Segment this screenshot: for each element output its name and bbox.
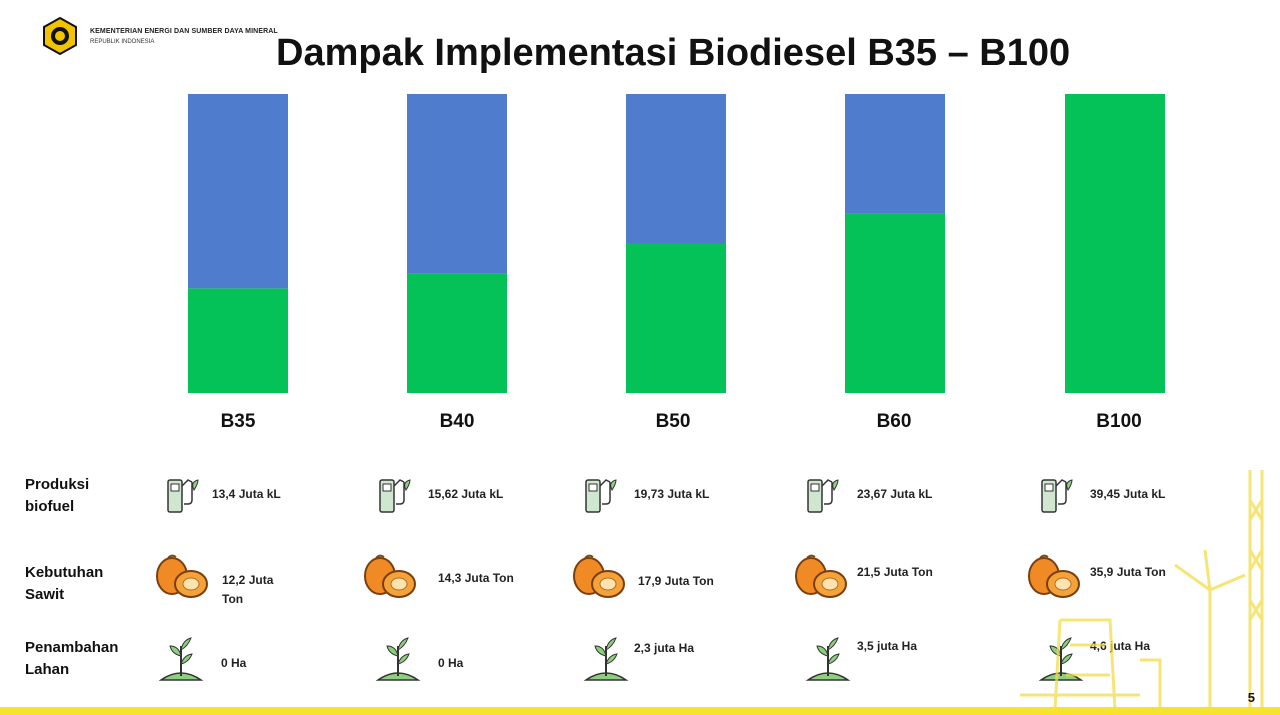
sprout-icon (805, 637, 851, 681)
produksi-value-b50: 19,73 Juta kL (634, 487, 710, 501)
category-label-b40: B40 (439, 411, 475, 432)
bar-b40-segment-0 (407, 273, 507, 393)
ministry-logo (43, 16, 77, 56)
palm-fruit-icon (156, 554, 208, 598)
bar-b50-segment-0 (626, 243, 726, 393)
lahan-value-b60: 3,5 juta Ha (857, 639, 918, 653)
fuel-pump-icon (167, 479, 199, 513)
sprout-icon (375, 637, 421, 681)
bar-b50-segment-1 (626, 94, 726, 244)
produksi-value-b35: 13,4 Juta kL (212, 487, 281, 501)
sawit-value-b40: 14,3 Juta Ton (438, 571, 514, 585)
category-label-b35: B35 (220, 411, 256, 432)
sawit-value-b100: 35,9 Juta Ton (1090, 565, 1166, 579)
category-label-b100: B100 (1096, 411, 1142, 432)
category-label-b60: B60 (876, 411, 912, 432)
lahan-value-b35: 0 Ha (221, 656, 247, 670)
ministry-name: KEMENTERIAN ENERGI DAN SUMBER DAYA MINER… (90, 28, 278, 35)
sawit-value-b50: 17,9 Juta Ton (638, 574, 714, 588)
palm-fruit-icon (573, 554, 625, 598)
bar-b40-segment-1 (407, 94, 507, 274)
produksi-value-b40: 15,62 Juta kL (428, 487, 504, 501)
row-label-penambahan-lahan: Penambahan Lahan (25, 639, 119, 678)
palm-fruit-icon (1028, 554, 1080, 598)
produksi-value-b60: 23,67 Juta kL (857, 487, 933, 501)
bar-b35-segment-1 (188, 94, 288, 289)
bottom-accent-bar (0, 707, 1280, 715)
bar-b35-segment-0 (188, 288, 288, 393)
lahan-value-b100: 4,6 juta Ha (1090, 639, 1151, 653)
fuel-pump-icon (807, 479, 839, 513)
page-title: Dampak Implementasi Biodiesel B35 – B100 (276, 32, 1071, 74)
bar-b60-segment-1 (845, 94, 945, 214)
row-label-kebutuhan-sawit: Kebutuhan Sawit (25, 564, 104, 603)
row-label-produksi-biofuel: Produksi biofuel (25, 476, 90, 515)
republic-name: REPUBLIK INDONESIA (90, 39, 155, 45)
lahan-value-b50: 2,3 juta Ha (634, 641, 695, 655)
fuel-pump-icon (379, 479, 411, 513)
lahan-value-b40: 0 Ha (438, 656, 464, 670)
fuel-pump-icon (1041, 479, 1073, 513)
sawit-value-b60: 21,5 Juta Ton (857, 565, 933, 579)
sprout-icon (158, 637, 204, 681)
produksi-value-b100: 39,45 Juta kL (1090, 487, 1166, 501)
sawit-value-b35: 12,2 Juta Ton (222, 573, 274, 606)
bar-b60-segment-0 (845, 213, 945, 393)
energy-background-decor (1020, 470, 1264, 715)
category-label-b50: B50 (655, 411, 691, 432)
bar-b100-segment-0 (1065, 94, 1165, 393)
palm-fruit-icon (795, 554, 847, 598)
page-number: 5 (1247, 690, 1255, 705)
fuel-pump-icon (585, 479, 617, 513)
sprout-icon (583, 637, 629, 681)
palm-fruit-icon (364, 554, 416, 598)
